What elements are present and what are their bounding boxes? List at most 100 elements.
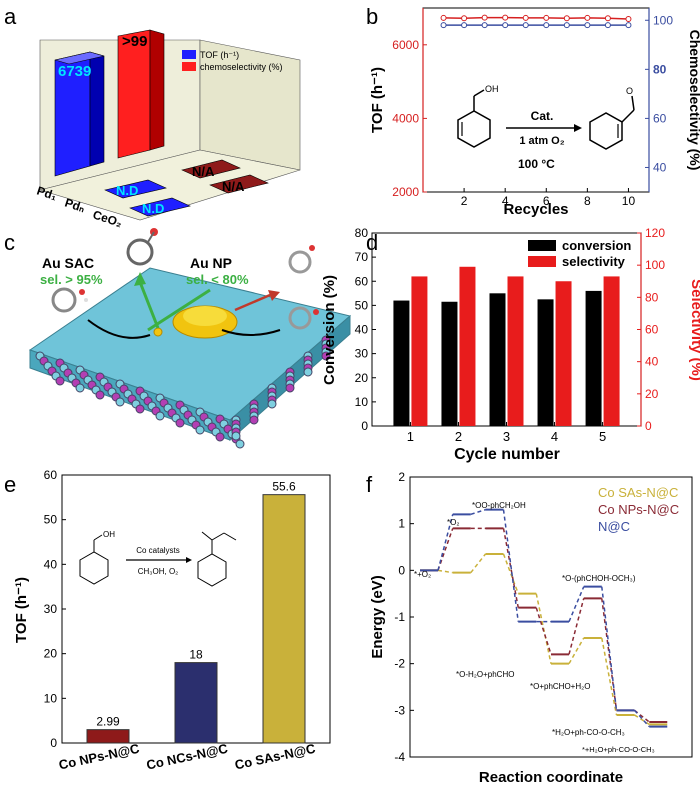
support-atom: [215, 432, 225, 442]
d-bar-conversion: [585, 290, 602, 426]
panel-e-x-labels: Co NPs-N@C Co NCs-N@C Co SAs-N@C: [57, 741, 317, 773]
panel-d-ylabel-left: Conversion (%): [321, 275, 338, 385]
benzaldehyde-ring: [589, 112, 623, 150]
panel-d-ylabel-right: Selectivity (%): [688, 279, 700, 381]
panel-f-xlabel: Reaction coordinate: [479, 769, 623, 786]
legend-d-conv-swatch: [528, 240, 556, 251]
e-ester-ring: [197, 553, 227, 587]
panel-letter-e: e: [4, 472, 16, 497]
b-x-tick-label: 6: [543, 194, 550, 208]
e-bar: [86, 729, 130, 744]
scheme-cat: Cat.: [531, 109, 554, 123]
label-na1: N/A: [192, 164, 215, 179]
b-yl-tick-label: 2000: [392, 185, 419, 199]
d-bar-selectivity: [555, 281, 572, 426]
e-bar-value: 2.99: [96, 715, 120, 729]
legend-a-sel: chemoselectivity (%): [200, 62, 283, 72]
e-benzyl-ring: [79, 551, 109, 585]
e-y-tick-label: 10: [44, 691, 58, 705]
d-yl-tick-label: 10: [355, 395, 369, 409]
ann-oo: *OO-phCH₂OH: [472, 501, 526, 510]
d-x-tick-label: 1: [407, 429, 414, 444]
support-atom: [321, 351, 331, 361]
support-atom: [75, 383, 85, 393]
b-x-tick-label: 4: [502, 194, 509, 208]
f-connector: [437, 569, 453, 574]
f-y-tick-label: 0: [398, 563, 405, 577]
d-x-tick-label: 3: [503, 429, 510, 444]
support-atom: [231, 431, 241, 441]
arrow-sac-out: [138, 281, 160, 329]
panel-f-y-ticks: 2 1 0 -1 -2 -3 -4: [394, 470, 414, 764]
oh-label: OH: [485, 84, 499, 94]
support-atom: [175, 418, 185, 428]
ann-o2: *O₂: [447, 518, 459, 527]
support-atom: [135, 404, 145, 414]
support-atom: [235, 439, 245, 449]
b-point-tof: [440, 14, 447, 21]
support-atom: [115, 397, 125, 407]
e-x-label: Co NPs-N@C: [57, 741, 141, 773]
support-atom: [55, 376, 65, 386]
arrow-np-green: [147, 288, 211, 332]
d-bar-selectivity: [411, 276, 428, 426]
support-atom: [303, 367, 313, 377]
f-y-tick-label: -3: [394, 703, 405, 717]
panel-b-x-ticks: 2 4 6 8 10: [461, 188, 635, 208]
cat-pdn: Pdₙ: [63, 196, 87, 216]
ann-oph: *O-(phCHOH-OCH₃): [562, 574, 636, 583]
ann-h2o: *O-H₂O+phCHO: [456, 670, 514, 679]
arrow-np-out: [234, 293, 271, 312]
f-y-tick-label: -1: [394, 610, 405, 624]
arrow-sac-in: [87, 319, 151, 339]
legend-f-co-nps: Co NPs-N@C: [598, 502, 679, 517]
support-atom: [267, 399, 277, 409]
panel-d-x-ticks: 1 2 3 4 5: [407, 422, 606, 444]
ann-h2o2: *H₂O+ph-CO-O-CH₃: [552, 728, 625, 737]
b-point-sel: [584, 22, 591, 29]
e-x-label: Co NCs-N@C: [145, 741, 230, 773]
scheme-temp: 100 °C: [518, 157, 555, 171]
support-atoms: [35, 335, 331, 449]
support-slab-top: [28, 267, 352, 421]
panel-b-series: [440, 14, 632, 29]
molecule-product: [126, 228, 158, 266]
d-yl-tick-label: 30: [355, 347, 369, 361]
e-y-tick-label: 0: [50, 736, 57, 750]
label-na2: N/A: [222, 179, 245, 194]
tile-nd2: [129, 197, 191, 217]
d-yr-tick-label: 40: [645, 355, 659, 369]
panel-b-xlabel: Recycles: [503, 201, 568, 218]
d-yr-tick-label: 120: [645, 226, 665, 240]
panel-e-ylabel: TOF (h⁻¹): [13, 577, 30, 643]
b-point-tof: [502, 14, 509, 21]
arrow-np-in: [221, 329, 281, 336]
au-single-atom: [153, 327, 163, 337]
b-point-tof: [543, 14, 550, 21]
e-y-tick-label: 30: [44, 602, 58, 616]
panel-e-y-ticks: 0 10 20 30 40 50 60: [44, 468, 66, 750]
molecule-reactant-right: [288, 306, 319, 330]
au-nanoparticle-top: [183, 306, 227, 326]
d-yl-tick-label: 60: [355, 274, 369, 288]
support-atom: [285, 383, 295, 393]
d-x-tick-label: 4: [551, 429, 558, 444]
legend-f-nc: N@C: [598, 519, 630, 534]
label-au-sac: Au SAC: [42, 255, 94, 271]
benzyl-alcohol-ring: [457, 110, 491, 148]
b-point-sel: [625, 22, 632, 29]
b-yr-tick-label: 40: [653, 160, 667, 174]
label-6739: 6739: [58, 63, 91, 80]
legend-d-conv: conversion: [562, 238, 631, 253]
b-point-sel: [522, 22, 529, 29]
cho-bond: [621, 109, 635, 123]
ann-oph2: *O+phCHO+H₂O: [530, 682, 590, 691]
b-point-sel: [502, 22, 509, 29]
d-x-tick-label: 5: [599, 429, 606, 444]
d-yr-tick-label: 100: [645, 258, 665, 272]
b-point-sel: [440, 22, 447, 29]
scheme-cond: 1 atm O₂: [519, 135, 564, 147]
b-point-tof: [481, 14, 488, 21]
e-y-tick-label: 60: [44, 468, 58, 482]
